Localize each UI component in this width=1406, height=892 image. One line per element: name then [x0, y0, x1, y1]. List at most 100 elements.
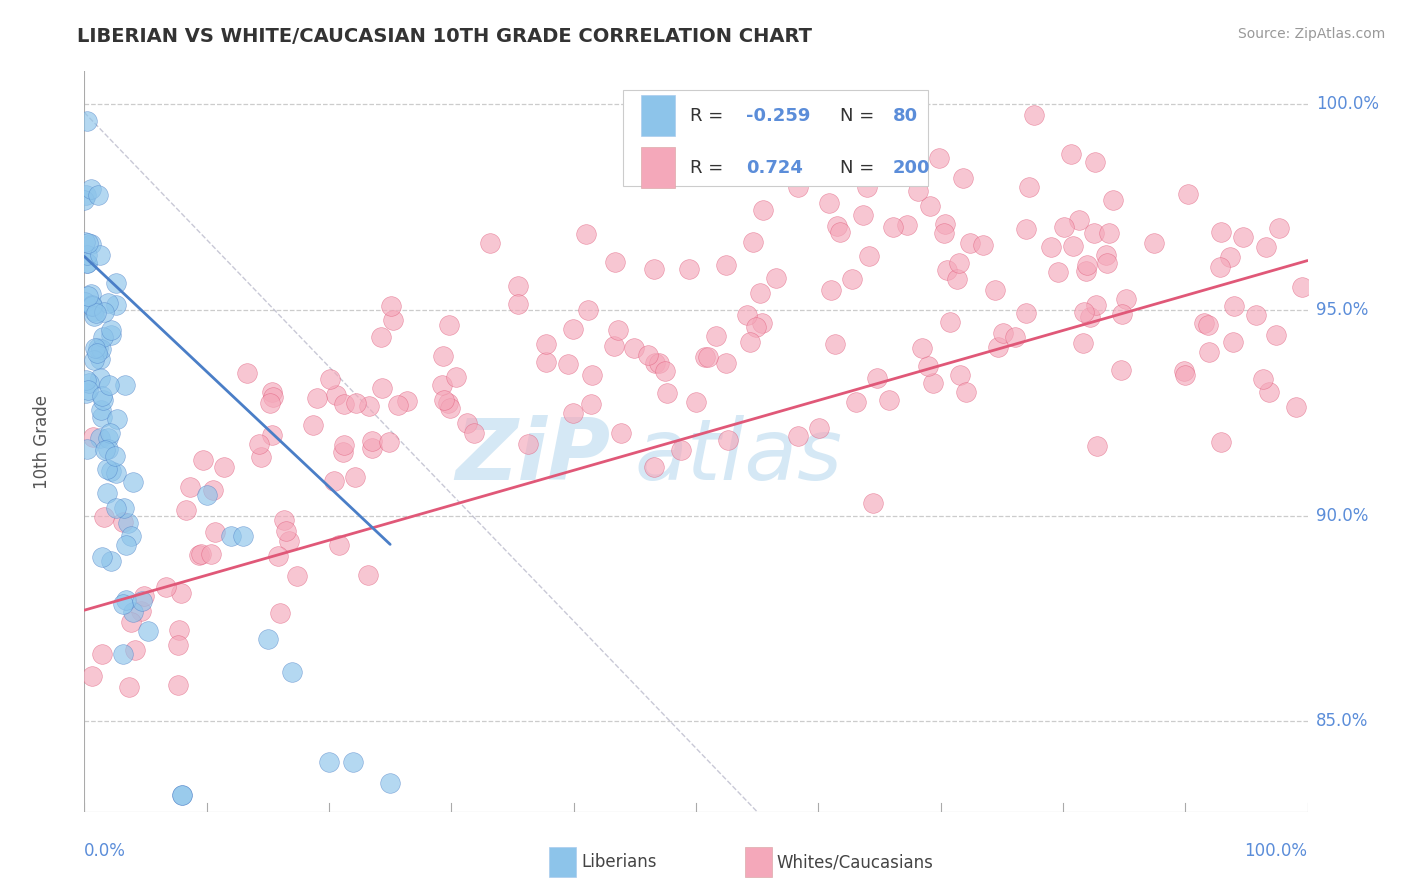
Point: [302, 418, 325, 433]
Point: [111, 516, 134, 530]
Point: [124, 643, 146, 657]
Point: [463, 426, 485, 441]
Point: [204, 524, 226, 539]
Point: [122, 605, 145, 619]
Point: [83, 309, 105, 323]
Point: [93, 305, 115, 319]
Text: N =: N =: [841, 107, 880, 125]
Point: [993, 326, 1015, 340]
Point: [90, 409, 112, 424]
Point: [172, 789, 194, 803]
FancyBboxPatch shape: [623, 90, 928, 186]
Point: [825, 219, 848, 234]
Point: [1209, 435, 1232, 450]
Point: [87, 341, 110, 355]
Point: [75, 385, 97, 400]
Point: [79, 182, 101, 196]
Point: [281, 665, 304, 679]
Point: [249, 450, 271, 464]
Point: [77, 376, 100, 391]
Point: [704, 329, 727, 343]
Point: [852, 208, 875, 222]
Point: [858, 248, 880, 262]
Point: [685, 395, 707, 409]
Point: [232, 529, 254, 543]
Point: [516, 437, 538, 451]
Point: [100, 328, 122, 343]
Point: [267, 549, 290, 563]
Point: [91, 330, 114, 344]
Point: [262, 428, 284, 442]
Point: [382, 313, 405, 327]
Point: [737, 308, 759, 322]
Point: [1094, 248, 1116, 262]
Point: [75, 187, 97, 202]
Point: [657, 386, 679, 401]
Point: [1076, 258, 1098, 272]
Point: [716, 258, 738, 272]
Point: [644, 356, 666, 370]
Point: [98, 426, 121, 441]
Text: 10th Grade: 10th Grade: [32, 394, 51, 489]
Point: [179, 480, 201, 494]
Point: [786, 180, 808, 194]
Point: [1046, 265, 1069, 279]
Point: [1257, 384, 1279, 399]
Point: [285, 569, 308, 583]
Text: 85.0%: 85.0%: [1316, 712, 1368, 731]
Point: [845, 394, 868, 409]
Point: [1223, 299, 1246, 313]
Point: [1173, 364, 1195, 378]
Point: [437, 396, 460, 410]
Text: 90.0%: 90.0%: [1316, 507, 1368, 524]
Point: [824, 337, 846, 351]
Point: [1174, 368, 1197, 382]
Text: 80: 80: [893, 107, 918, 125]
Point: [1232, 230, 1254, 244]
Point: [86, 346, 108, 360]
Point: [704, 103, 727, 118]
Text: 200: 200: [893, 159, 931, 177]
Point: [82, 429, 104, 443]
Point: [187, 548, 209, 562]
Point: [118, 680, 141, 694]
Point: [740, 335, 762, 350]
Point: [717, 433, 740, 447]
Point: [1053, 219, 1076, 234]
Point: [1076, 264, 1098, 278]
Point: [387, 399, 409, 413]
Point: [605, 255, 627, 269]
Text: ZiP: ZiP: [456, 415, 610, 498]
Point: [91, 393, 114, 408]
Point: [862, 496, 884, 510]
Point: [1291, 280, 1313, 294]
Point: [333, 437, 356, 451]
Text: R =: R =: [690, 107, 728, 125]
Point: [1111, 307, 1133, 321]
Point: [89, 431, 111, 445]
Point: [949, 368, 972, 383]
Point: [93, 442, 115, 457]
Point: [1085, 439, 1108, 453]
Point: [808, 421, 831, 435]
Point: [90, 389, 112, 403]
Point: [115, 539, 138, 553]
Point: [1209, 225, 1232, 239]
Point: [79, 237, 101, 252]
Point: [444, 370, 467, 384]
Point: [100, 464, 122, 478]
Point: [93, 510, 115, 524]
Point: [76, 256, 98, 270]
Point: [378, 435, 401, 450]
Text: 95.0%: 95.0%: [1316, 301, 1368, 319]
Point: [1197, 318, 1219, 332]
Point: [1192, 316, 1215, 330]
Point: [610, 425, 633, 440]
Point: [1015, 222, 1038, 236]
Point: [332, 445, 354, 459]
Point: [82, 298, 104, 312]
Point: [357, 568, 380, 582]
Point: [105, 466, 128, 480]
Point: [200, 547, 222, 561]
Point: [751, 317, 773, 331]
